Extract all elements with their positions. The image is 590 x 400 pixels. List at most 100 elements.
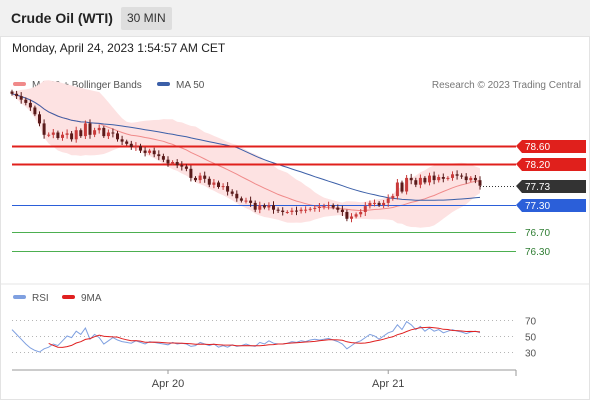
- candle-body: [437, 177, 441, 181]
- candle-body: [354, 214, 358, 217]
- timeframe-badge[interactable]: 30 MIN: [121, 7, 172, 30]
- rsi-tick-label-50: 50: [525, 333, 537, 344]
- candle-body: [249, 200, 253, 203]
- x-tick-label: Apr 20: [152, 378, 184, 390]
- candle-body: [194, 177, 197, 181]
- candle-body: [65, 133, 69, 135]
- candle-body: [184, 166, 188, 169]
- legend-label-ma20: MA 20 + Bollinger Bands: [32, 80, 142, 91]
- legend-swatch-rsi: [13, 295, 26, 300]
- credit-text: Research © 2023 Trading Central: [431, 80, 581, 91]
- candle-body: [15, 93, 19, 97]
- candle-body: [350, 216, 353, 219]
- candle-body: [478, 180, 482, 186]
- candle-body: [285, 212, 289, 213]
- candle-body: [24, 99, 28, 103]
- legend-label-9ma: 9MA: [81, 293, 102, 304]
- candle-body: [317, 207, 321, 208]
- candle-body: [97, 127, 101, 131]
- level-label-3: 77.30: [525, 201, 550, 212]
- candle-body: [171, 162, 175, 164]
- candle-body: [203, 175, 207, 179]
- candle-body: [134, 146, 138, 148]
- candle-body: [106, 132, 110, 137]
- candle-body: [327, 205, 331, 207]
- legend-swatch-ma20: [13, 82, 26, 87]
- candle-body: [446, 177, 450, 179]
- legend-rsi: RSI: [13, 293, 49, 304]
- x-tick-label: Apr 21: [372, 378, 404, 390]
- candle-body: [473, 177, 477, 181]
- level-label-5: 76.30: [525, 247, 550, 258]
- candle-body: [382, 202, 386, 206]
- candle-body: [359, 212, 363, 215]
- candle-body: [414, 180, 418, 185]
- legend-swatch-9ma: [62, 295, 75, 300]
- candle-body: [258, 205, 262, 210]
- candle-body: [161, 156, 165, 160]
- candle-body: [83, 123, 87, 137]
- candle-body: [207, 178, 211, 185]
- candle-body: [405, 177, 409, 192]
- candle-body: [304, 209, 308, 211]
- candle-body: [340, 209, 344, 212]
- candle-body: [235, 193, 239, 199]
- level-tag-bg: [516, 180, 586, 193]
- candle-body: [79, 130, 83, 137]
- candle-body: [226, 186, 230, 192]
- level-tag-bg: [516, 158, 586, 171]
- level-label-2: 77.73: [525, 182, 550, 193]
- candle-body: [253, 202, 257, 210]
- candle-body: [28, 102, 32, 108]
- candle-body: [120, 139, 124, 142]
- candle-body: [363, 206, 367, 212]
- level-tag-pivot-3: 77.30: [516, 199, 586, 212]
- candle-body: [331, 205, 335, 208]
- candle-body: [262, 205, 266, 208]
- rsi-ma-line: [48, 326, 481, 348]
- candle-body: [56, 132, 60, 138]
- candles-group: [10, 89, 482, 223]
- candle-body: [38, 114, 41, 124]
- candle-body: [432, 175, 436, 181]
- candle-body: [455, 174, 459, 176]
- level-tag-bg: [516, 140, 586, 153]
- candle-body: [368, 202, 372, 207]
- candle-body: [139, 146, 142, 151]
- candle-body: [469, 177, 473, 181]
- candle-body: [418, 177, 422, 185]
- candle-body: [276, 209, 280, 211]
- instrument-title: Crude Oil (WTI): [11, 10, 113, 26]
- candle-body: [19, 96, 23, 100]
- candle-body: [373, 202, 376, 204]
- candle-body: [88, 123, 92, 135]
- legend-ma20: MA 20 + Bollinger Bands: [13, 80, 142, 91]
- candle-body: [217, 182, 220, 187]
- candle-body: [244, 200, 248, 202]
- candle-body: [51, 132, 55, 135]
- candle-body: [221, 186, 225, 188]
- candle-body: [230, 191, 234, 194]
- candle-body: [102, 127, 106, 137]
- candle-body: [47, 134, 51, 136]
- level-label-1: 78.20: [525, 160, 550, 171]
- legend-label-rsi: RSI: [32, 293, 49, 304]
- candle-body: [322, 206, 326, 208]
- candle-body: [93, 130, 97, 135]
- level-label-4: 76.70: [525, 228, 550, 239]
- candle-body: [10, 91, 14, 94]
- candle-body: [395, 182, 399, 197]
- candle-body: [313, 207, 317, 209]
- rsi-tick-label-70: 70: [525, 317, 537, 328]
- rsi-line: [11, 320, 481, 353]
- candle-body: [74, 130, 78, 140]
- legend-label-ma50: MA 50: [176, 80, 205, 91]
- candle-body: [464, 176, 468, 181]
- candle-body: [272, 205, 275, 210]
- candle-body: [290, 210, 294, 212]
- candle-body: [70, 133, 74, 140]
- candle-body: [299, 209, 303, 212]
- candle-body: [189, 168, 193, 178]
- candle-body: [239, 198, 243, 201]
